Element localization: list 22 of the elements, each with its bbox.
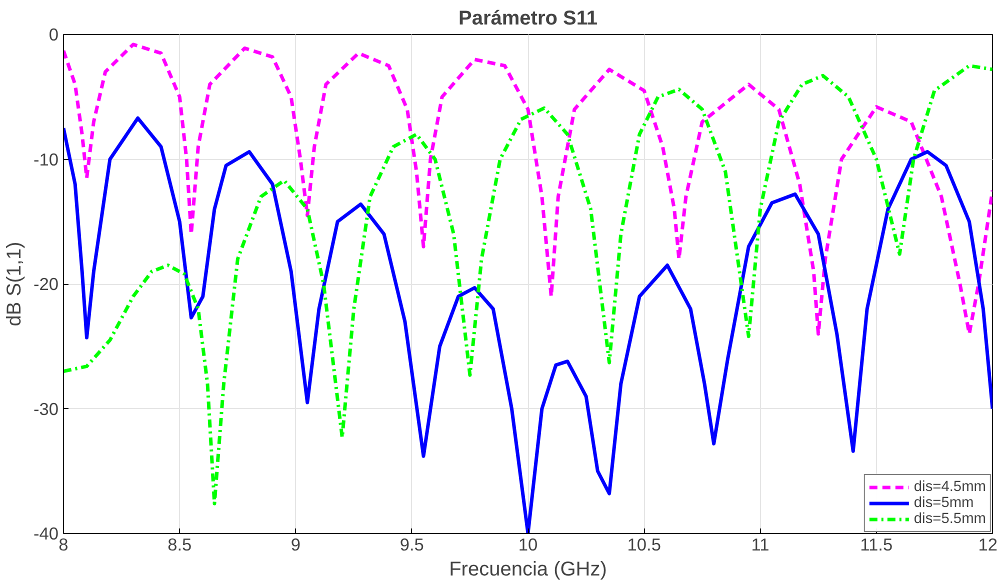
y-tick-label: -10 <box>33 149 58 170</box>
x-axis-title: Frecuencia (GHz) <box>449 558 607 580</box>
y-tick-label: -20 <box>33 274 58 294</box>
y-tick-label: 0 <box>48 24 59 44</box>
y-tick-label: -30 <box>33 398 58 419</box>
line-series <box>64 64 992 506</box>
x-tick-label: 10 <box>518 534 538 554</box>
x-tick-label: 9.5 <box>400 534 424 554</box>
legend-label: dis=4.5mm <box>914 479 986 495</box>
legend-label: dis=5.5mm <box>914 511 986 527</box>
x-tick-label: 11 <box>751 534 770 554</box>
line-series <box>64 42 992 336</box>
chart-title: Parámetro S11 <box>458 8 598 30</box>
x-tick-label: 11.5 <box>860 534 893 554</box>
y-tick-label: -40 <box>33 524 58 544</box>
x-tick-label: 9 <box>290 534 301 554</box>
x-tick-label: 8.5 <box>168 534 192 554</box>
legend-label: dis=5mm <box>914 495 974 511</box>
x-tick-label: 8 <box>58 534 68 554</box>
x-tick-label: 12 <box>978 534 997 554</box>
y-axis-title: dB S(1,1) <box>3 242 26 326</box>
x-tick-label: 10.5 <box>627 534 661 554</box>
